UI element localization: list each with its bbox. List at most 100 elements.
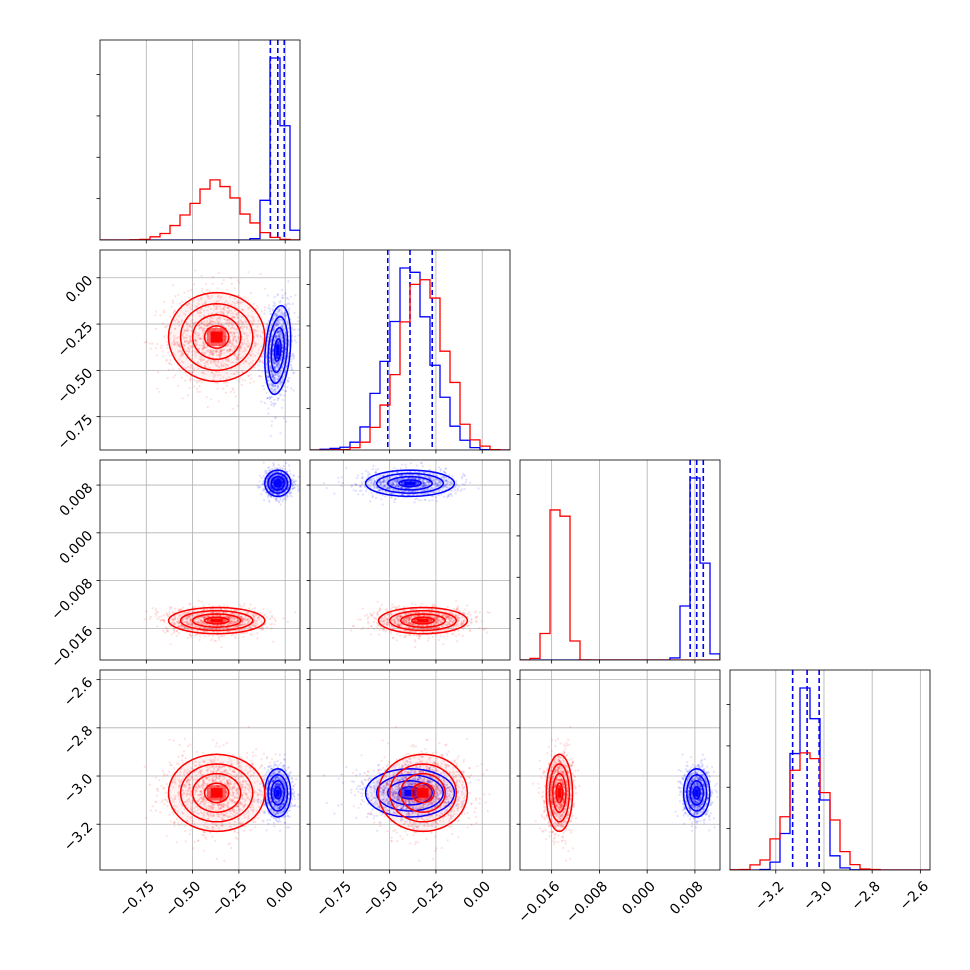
data-point [166, 376, 169, 380]
data-point [195, 380, 198, 383]
data-point [273, 360, 276, 363]
data-point [226, 350, 229, 353]
data-point [273, 361, 276, 364]
data-point [258, 348, 261, 351]
data-point [286, 321, 289, 324]
data-point [278, 318, 281, 321]
data-point [231, 407, 235, 410]
data-point [276, 319, 279, 322]
data-point [267, 407, 270, 410]
data-point [281, 366, 284, 369]
data-point [273, 389, 276, 392]
histogram-series-1 [100, 57, 300, 240]
data-point [291, 484, 294, 488]
data-point [281, 325, 284, 328]
data-point [233, 302, 237, 305]
data-point [197, 312, 200, 315]
data-point [275, 324, 279, 327]
data-point [293, 486, 296, 489]
data-point [236, 316, 239, 319]
data-point [279, 370, 282, 373]
data-point [273, 391, 276, 394]
data-point [239, 301, 242, 304]
data-point [266, 294, 269, 297]
data-point [232, 335, 236, 338]
data-point [268, 329, 271, 332]
data-point [203, 372, 206, 375]
data-point [267, 336, 270, 339]
data-point [281, 406, 284, 409]
data-point [278, 329, 282, 332]
data-point [228, 309, 231, 312]
data-point [203, 353, 206, 356]
data-point [225, 363, 228, 366]
data-point [257, 364, 260, 367]
data-point [278, 322, 281, 325]
data-point [276, 361, 279, 364]
data-point [276, 363, 279, 366]
data-point [183, 329, 186, 332]
data-point [253, 380, 256, 383]
data-point [227, 306, 230, 310]
data-point [202, 370, 205, 373]
data-point [258, 375, 261, 378]
data-point [280, 311, 283, 315]
data-point [235, 340, 238, 343]
grid [145, 40, 286, 240]
data-point [229, 322, 232, 325]
data-point [220, 352, 223, 355]
data-point [160, 615, 163, 618]
data-point [218, 305, 221, 308]
data-point [210, 349, 213, 352]
data-point [276, 293, 279, 296]
data-point [245, 360, 248, 363]
data-point [269, 339, 272, 342]
data-point [165, 340, 168, 343]
data-point [232, 388, 235, 391]
data-point [190, 357, 194, 360]
data-point [162, 311, 165, 314]
data-point [170, 633, 173, 636]
data-point [203, 365, 206, 368]
data-point [206, 289, 209, 292]
data-point [183, 344, 186, 347]
data-point [274, 367, 277, 370]
data-point [297, 320, 300, 323]
data-point [276, 378, 279, 381]
data-point [228, 376, 231, 379]
data-point [237, 311, 240, 314]
data-point [283, 312, 286, 315]
data-point [270, 370, 273, 373]
data-point [277, 334, 280, 337]
data-point [206, 406, 209, 409]
data-point [265, 354, 268, 357]
data-point [259, 273, 262, 276]
data-point [270, 381, 273, 384]
data-point [271, 387, 274, 390]
data-point [215, 351, 219, 354]
data-point [283, 496, 286, 499]
data-point [293, 355, 296, 358]
data-point [163, 309, 166, 312]
data-point [189, 377, 192, 380]
data-point [271, 308, 274, 311]
data-point [222, 364, 225, 368]
data-point [291, 334, 294, 337]
data-point [273, 326, 276, 329]
data-point [190, 341, 193, 344]
data-point [273, 377, 276, 380]
data-point [208, 321, 211, 324]
data-point [273, 360, 276, 363]
data-point [202, 321, 205, 324]
data-point [271, 358, 275, 361]
data-point [210, 639, 213, 642]
data-point [268, 352, 271, 355]
data-point [274, 314, 277, 317]
data-point [234, 395, 237, 398]
data-point [188, 341, 191, 344]
data-point [195, 351, 198, 354]
data-point [274, 334, 277, 338]
data-point [276, 319, 279, 322]
data-point [261, 370, 264, 373]
data-point [247, 299, 250, 302]
